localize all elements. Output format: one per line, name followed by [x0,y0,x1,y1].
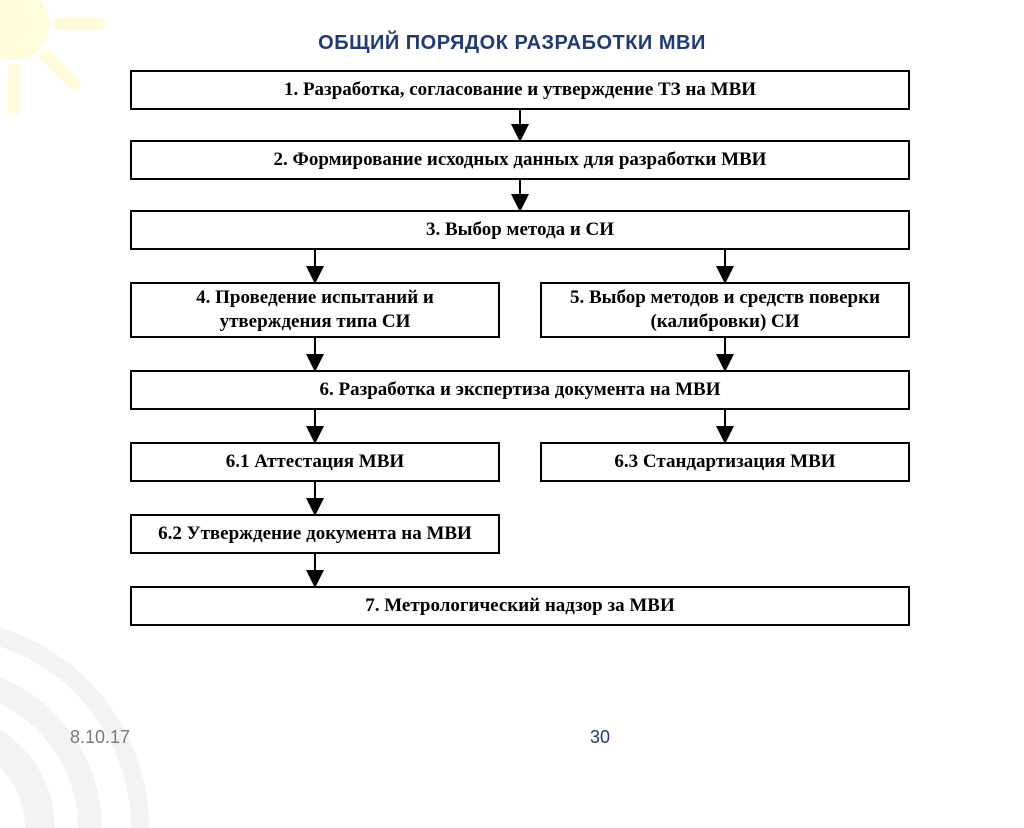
flow-node-n63: 6.3 Стандартизация МВИ [540,442,910,482]
bg-sun-icon [0,0,140,150]
flow-node-n4: 4. Проведение испытаний и утверждения ти… [130,282,500,338]
footer-date: 8.10.17 [70,727,130,748]
flow-node-n5: 5. Выбор методов и средств поверки (кали… [540,282,910,338]
flow-node-n2: 2. Формирование исходных данных для разр… [130,140,910,180]
footer-page: 30 [590,727,610,748]
flow-node-n6: 6. Разработка и экспертиза документа на … [130,370,910,410]
flow-node-n3: 3. Выбор метода и СИ [130,210,910,250]
page-title: ОБЩИЙ ПОРЯДОК РАЗРАБОТКИ МВИ [0,32,1024,55]
flow-node-n1: 1. Разработка, согласование и утверждени… [130,70,910,110]
flow-node-n62: 6.2 Утверждение документа на МВИ [130,514,500,554]
flow-node-n61: 6.1 Аттестация МВИ [130,442,500,482]
flowchart: 1. Разработка, согласование и утверждени… [120,70,920,710]
flow-node-n7: 7. Метрологический надзор за МВИ [130,586,910,626]
